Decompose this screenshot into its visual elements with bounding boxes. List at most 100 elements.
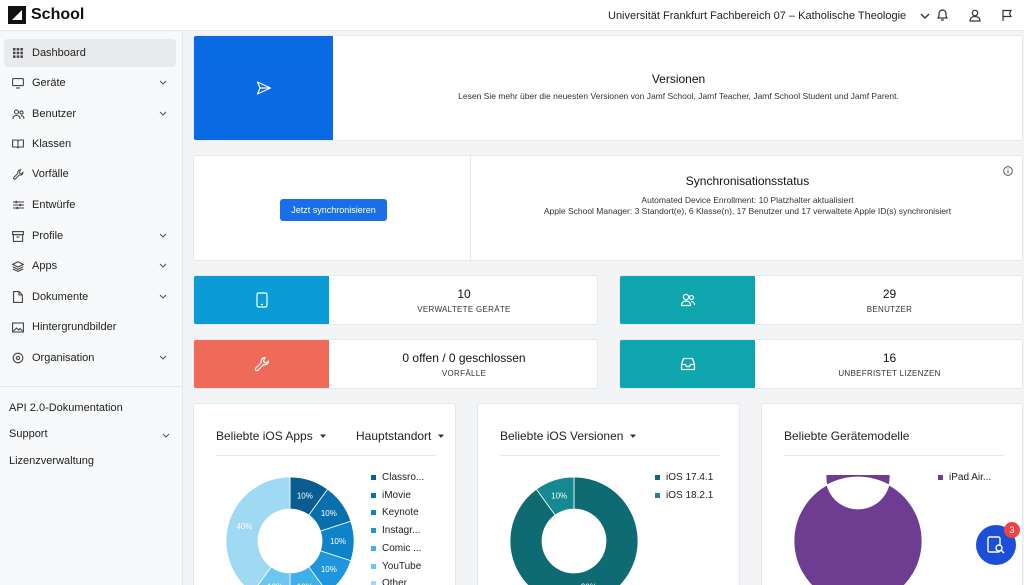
legend-label: iOS 18.2.1 xyxy=(666,489,714,501)
sidebar-item-dashboard[interactable]: Dashboard xyxy=(4,39,176,67)
widget-divider xyxy=(500,455,720,456)
legend-item[interactable]: Other xyxy=(371,578,407,585)
user-icon[interactable] xyxy=(966,6,984,24)
license-management-link[interactable]: Lizenzverwaltung xyxy=(9,455,94,467)
stat-tile xyxy=(620,340,755,388)
legend-swatch xyxy=(938,475,943,480)
sidebar-item-label: Benutzer xyxy=(32,108,77,120)
legend-item[interactable]: YouTube xyxy=(371,561,421,572)
sidebar-item-vorfaelle[interactable]: Vorfälle xyxy=(4,160,176,188)
legend-swatch xyxy=(655,475,660,480)
widget-title: Beliebte Gerätemodelle xyxy=(784,429,910,443)
stat-content: 29 BENUTZER xyxy=(755,287,1022,314)
send-icon xyxy=(256,81,271,95)
stat-value: 10 xyxy=(457,287,471,301)
wrench-icon xyxy=(11,167,25,181)
stat-label: VERWALTETE GERÄTE xyxy=(417,305,511,314)
sidebar-item-label: Entwürfe xyxy=(32,199,76,211)
jamf-logo-icon xyxy=(8,6,26,24)
stat-label: UNBEFRISTET LIZENZEN xyxy=(838,369,941,378)
legend-item[interactable]: iOS 18.2.1 xyxy=(655,490,713,501)
sidebar-item-organisation[interactable]: Organisation xyxy=(4,344,176,372)
sidebar-item-label: Geräte xyxy=(32,77,66,89)
donut-slice[interactable] xyxy=(308,550,352,585)
legend-item[interactable]: Instagr... xyxy=(371,525,420,536)
sidebar-item-entwuerfe[interactable]: Entwürfe xyxy=(4,191,176,219)
donut-slice[interactable] xyxy=(535,476,575,516)
sidebar-item-apps[interactable]: Apps xyxy=(4,252,176,280)
sidebar-item-label: Apps xyxy=(32,260,58,272)
legend-label: YouTube xyxy=(382,560,422,572)
sidebar-item-benutzer[interactable]: Benutzer xyxy=(4,100,176,128)
legend-item[interactable]: iMovie xyxy=(371,490,411,501)
sidebar-item-hintergrundbilder[interactable]: Hintergrundbilder xyxy=(4,313,176,341)
stat-card-users[interactable]: 29 BENUTZER xyxy=(619,275,1023,325)
chevron-down-icon xyxy=(159,294,167,299)
sidebar-item-klassen[interactable]: Klassen xyxy=(4,130,176,158)
sync-line-2: Apple School Manager: 3 Standort(e), 6 K… xyxy=(543,206,952,216)
organization-selector[interactable]: Universität Frankfurt Fachbereich 07 – K… xyxy=(608,0,932,31)
donut-slice-label: 10% xyxy=(551,491,567,500)
donut-slice[interactable] xyxy=(252,566,291,585)
sidebar-item-label: Organisation xyxy=(32,352,95,364)
sidebar: Dashboard Geräte Benutzer Klassen Vorfäl… xyxy=(0,31,183,585)
legend-label: Comic ... xyxy=(382,542,422,554)
donut-slice-label: 90% xyxy=(581,583,597,585)
sync-now-button[interactable]: Jetzt synchronisieren xyxy=(280,199,387,221)
caret-down-icon xyxy=(438,434,445,438)
stat-content: 0 offen / 0 geschlossen VORFÄLLE xyxy=(329,351,597,378)
stat-card-devices[interactable]: 10 VERWALTETE GERÄTE xyxy=(193,275,598,325)
logo[interactable]: School xyxy=(8,6,84,24)
sidebar-item-dokumente[interactable]: Dokumente xyxy=(4,283,176,311)
legend-item[interactable]: iPad Air... xyxy=(938,472,991,483)
legend-label: iOS 17.4.1 xyxy=(666,472,714,483)
api-docs-link[interactable]: API 2.0-Dokumentation xyxy=(9,402,123,414)
sync-title: Synchronisationsstatus xyxy=(685,174,810,188)
sidebar-item-label: Dashboard xyxy=(32,47,86,59)
sliders-icon xyxy=(11,198,25,212)
inbox-icon xyxy=(680,357,695,371)
legend-item[interactable]: Keynote xyxy=(371,507,419,518)
legend-swatch xyxy=(371,581,376,585)
donut-slice[interactable] xyxy=(225,476,291,585)
grid-icon xyxy=(11,46,25,60)
legend-item[interactable]: Classro... xyxy=(371,472,424,483)
box-icon xyxy=(11,229,25,243)
legend-item[interactable]: Comic ... xyxy=(371,543,421,554)
file-icon xyxy=(11,290,25,304)
bell-icon[interactable] xyxy=(933,6,951,24)
top-bar: School Universität Frankfurt Fachbereich… xyxy=(0,0,1024,31)
flag-icon[interactable] xyxy=(998,6,1016,24)
info-icon[interactable] xyxy=(1003,166,1013,176)
versions-card[interactable]: Versionen Lesen Sie mehr über die neuest… xyxy=(193,35,1023,141)
stat-card-licenses[interactable]: 16 UNBEFRISTET LIZENZEN xyxy=(619,339,1023,389)
support-menu[interactable]: Support xyxy=(9,428,174,440)
stat-label: BENUTZER xyxy=(866,305,913,314)
legend-item[interactable]: iOS 17.4.1 xyxy=(655,472,713,483)
ios-apps-donut-chart: 10% 10% 10% 10% 10% 10% 40% xyxy=(225,476,355,585)
widget-title: Beliebte iOS Apps xyxy=(216,429,313,443)
stat-label: VORFÄLLE xyxy=(441,369,487,378)
sidebar-item-profile[interactable]: Profile xyxy=(4,222,176,250)
doc-search-icon xyxy=(987,536,1005,554)
stat-card-incidents[interactable]: 0 offen / 0 geschlossen VORFÄLLE xyxy=(193,339,598,389)
wrench-icon xyxy=(254,356,269,372)
stat-value: 16 xyxy=(882,351,897,365)
sidebar-item-geraete[interactable]: Geräte xyxy=(4,69,176,97)
ios-versions-dropdown[interactable]: Beliebte iOS Versionen xyxy=(500,429,637,443)
legend-swatch xyxy=(371,528,376,534)
stat-tile xyxy=(194,340,329,388)
sidebar-item-label: Hintergrundbilder xyxy=(32,321,117,333)
donut-slice[interactable] xyxy=(289,566,328,585)
legend-swatch xyxy=(371,545,376,551)
chevron-down-icon xyxy=(159,111,167,116)
users-icon xyxy=(11,107,25,121)
sync-line-1: Automated Device Enrollment: 10 Platzhal… xyxy=(641,195,854,205)
donut-slice[interactable] xyxy=(793,475,923,585)
location-dropdown[interactable]: Hauptstandort xyxy=(356,429,445,443)
donut-slice-label: 10% xyxy=(330,537,346,546)
device-models-donut-chart: 100% xyxy=(793,475,923,585)
donut-slice[interactable] xyxy=(509,476,639,585)
ios-apps-dropdown[interactable]: Beliebte iOS Apps xyxy=(216,429,327,443)
ios-versions-donut-chart: 90% 10% xyxy=(509,476,639,585)
